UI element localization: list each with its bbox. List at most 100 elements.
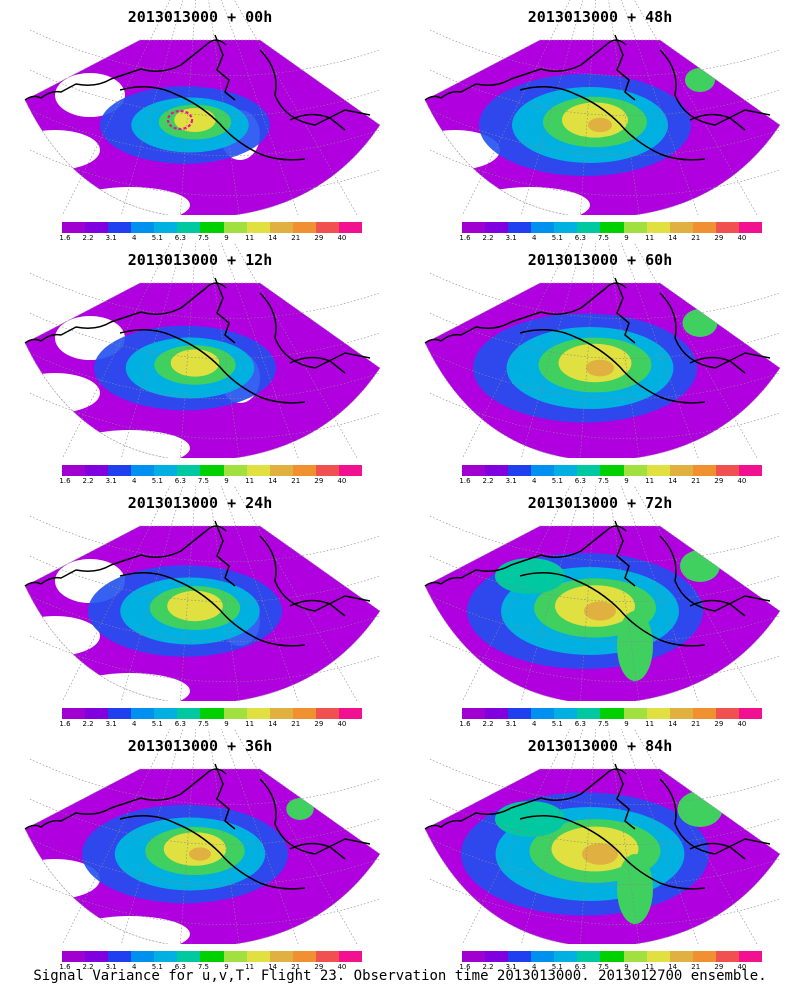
colorbar-swatch	[292, 465, 316, 476]
colorbar-labels: 1.6 2.2 3.1 4 5.1 6.3 7.5 9 11 14 21 29 40	[459, 234, 762, 244]
colorbar-tick-label: 9	[224, 234, 229, 242]
colorbar-tick-label: 5.1	[151, 234, 163, 242]
colorbar-swatch	[315, 465, 339, 476]
polar-map	[24, 0, 381, 215]
graticule	[29, 486, 381, 701]
colorbar-tick-label: 7.5	[197, 477, 210, 485]
colorbar-swatch	[462, 708, 486, 719]
colorbar-tick-label: 40	[337, 477, 347, 485]
colorbar-swatch	[531, 222, 555, 233]
colorbar-tick-label: 5.1	[551, 720, 563, 728]
colorbar-tick-label: 29	[714, 963, 724, 971]
colorbar-swatch	[246, 465, 270, 476]
map-panel: 2013013000 + 72h 1.6 2.2 3.1 4 5.1 6.3 7.5 9 11 14…	[400, 486, 800, 731]
colorbar	[62, 951, 363, 962]
colorbar-labels: 1.6 2.2 3.1 4 5.1 6.3 7.5 9 11 14 21 29 40	[459, 477, 762, 487]
colorbar-swatch	[223, 465, 247, 476]
colorbar-swatch	[508, 951, 532, 962]
colorbar-swatch	[508, 465, 532, 476]
colorbar-swatch	[62, 951, 86, 962]
colorbar-swatch	[223, 951, 247, 962]
colorbar-tick-label: 21	[691, 234, 701, 242]
colorbar-tick-label: 11	[645, 963, 655, 971]
colorbar-tick-label: 2.2	[482, 963, 494, 971]
polar-map	[424, 243, 781, 458]
coastline	[424, 763, 771, 890]
colorbar-swatch	[485, 708, 509, 719]
colorbar	[62, 222, 363, 233]
colorbar-tick-label: 40	[737, 963, 747, 971]
colorbar-swatch	[85, 708, 109, 719]
colorbar-labels: 1.6 2.2 3.1 4 5.1 6.3 7.5 9 11 14 21 29 40	[459, 963, 762, 973]
colorbar-tick-label: 4	[131, 477, 137, 485]
colorbar-tick-label: 29	[314, 720, 324, 728]
colorbar-swatch	[131, 222, 155, 233]
colorbar-swatch	[338, 951, 363, 962]
colorbar	[62, 465, 363, 476]
colorbar-tick-label: 14	[268, 720, 278, 728]
colorbar-tick-label: 9	[224, 477, 229, 485]
colorbar-swatch	[315, 951, 339, 962]
colorbar-tick-label: 3.1	[505, 963, 517, 971]
colorbar-tick-label: 4	[131, 234, 137, 242]
colorbar-swatch	[669, 222, 693, 233]
colorbar-swatch	[246, 708, 270, 719]
colorbar-tick-label: 11	[245, 963, 255, 971]
colorbar-tick-label: 29	[314, 477, 324, 485]
colorbar-tick-label: 1.6	[459, 720, 471, 728]
colorbar-tick-label: 4	[131, 720, 137, 728]
colorbar-labels: 1.6 2.2 3.1 4 5.1 6.3 7.5 9 11 14 21 29 40	[59, 720, 362, 730]
colorbar-tick-label: 40	[337, 963, 347, 971]
colorbar-swatch	[531, 951, 555, 962]
colorbar-swatch	[600, 465, 624, 476]
colorbar-swatch	[62, 222, 86, 233]
colorbar-tick-label: 3.1	[505, 477, 517, 485]
graticule	[29, 243, 381, 458]
colorbar-swatch	[669, 951, 693, 962]
coastline	[24, 520, 371, 647]
colorbar-swatch	[508, 222, 532, 233]
colorbar-tick-label: 2.2	[482, 720, 494, 728]
colorbar-swatch	[646, 951, 670, 962]
colorbar-tick-label: 9	[224, 963, 229, 971]
colorbar-tick-label: 6.3	[574, 477, 586, 485]
colorbar-tick-label: 5.1	[551, 963, 563, 971]
coastline	[424, 34, 771, 161]
colorbar-tick-label: 7.5	[597, 477, 610, 485]
colorbar-swatch	[154, 222, 178, 233]
colorbar-tick-label: 4	[131, 963, 137, 971]
colorbar-tick-label: 2.2	[482, 234, 494, 242]
colorbar-tick-label: 14	[268, 234, 278, 242]
colorbar	[62, 708, 363, 719]
colorbar-swatch	[85, 951, 109, 962]
colorbar-swatch	[646, 222, 670, 233]
colorbar-swatch	[600, 222, 624, 233]
colorbar-tick-label: 2.2	[82, 477, 94, 485]
colorbar-tick-label: 9	[224, 720, 229, 728]
colorbar-swatch	[623, 708, 647, 719]
colorbar-tick-label: 29	[714, 477, 724, 485]
colorbar-tick-label: 6.3	[174, 963, 186, 971]
colorbar-tick-label: 1.6	[59, 234, 71, 242]
colorbar-tick-label: 1.6	[459, 477, 471, 485]
colorbar-swatch	[85, 465, 109, 476]
colorbar-tick-label: 21	[291, 720, 301, 728]
colorbar-swatch	[315, 222, 339, 233]
colorbar-swatch	[177, 465, 201, 476]
colorbar-labels: 1.6 2.2 3.1 4 5.1 6.3 7.5 9 11 14 21 29 40	[459, 720, 762, 730]
colorbar	[462, 951, 763, 962]
colorbar-tick-label: 2.2	[82, 720, 94, 728]
colorbar-tick-label: 11	[245, 234, 255, 242]
colorbar-swatch	[738, 465, 763, 476]
colorbar-swatch	[154, 708, 178, 719]
colorbar-swatch	[177, 951, 201, 962]
colorbar-swatch	[715, 951, 739, 962]
graticule	[429, 243, 781, 458]
coastline	[24, 763, 371, 890]
colorbar-tick-label: 11	[645, 234, 655, 242]
colorbar-tick-label: 14	[668, 720, 678, 728]
colorbar-swatch	[131, 465, 155, 476]
colorbar-tick-label: 2.2	[82, 234, 94, 242]
colorbar-swatch	[338, 222, 363, 233]
colorbar-swatch	[692, 465, 716, 476]
